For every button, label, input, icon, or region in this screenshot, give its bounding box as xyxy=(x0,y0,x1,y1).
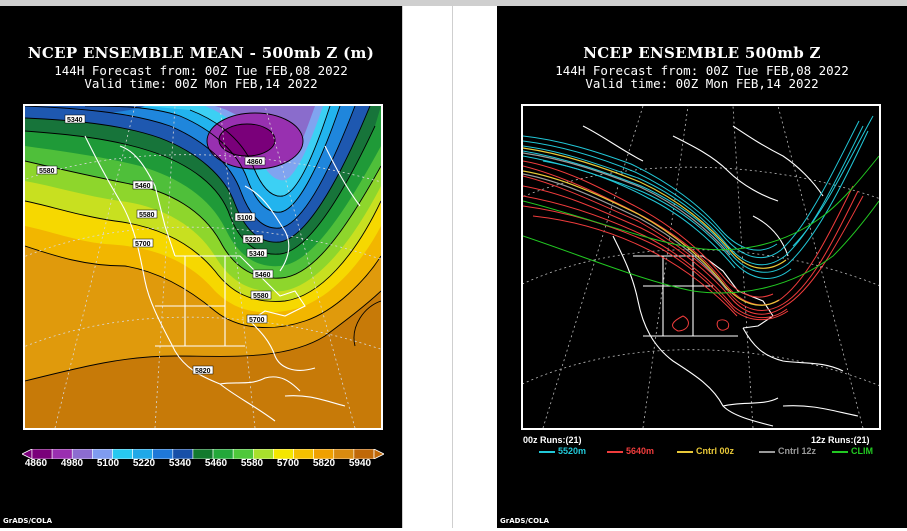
legend-swatch xyxy=(759,450,775,453)
contour-label-12: 5700 xyxy=(249,317,265,324)
colorbar-tick-label: 5100 xyxy=(96,458,120,469)
colorbar xyxy=(22,449,384,459)
colorbar-tick-label: 5220 xyxy=(132,458,156,469)
contour-labels: 5340 5580 5460 4860 5100 5580 5700 5220 … xyxy=(36,114,274,375)
height-field-map: 5340 5580 5460 4860 5100 5580 5700 5220 … xyxy=(25,106,381,428)
legend-clim: CLIM xyxy=(832,446,873,456)
legend-cntrl-00z: Cntrl 00z xyxy=(677,446,734,456)
graticule xyxy=(25,106,381,428)
panel-divider-1 xyxy=(402,6,403,528)
contour-label-6: 5580 xyxy=(139,212,155,219)
legend-5640: 5640m xyxy=(607,446,654,456)
contour-5520-lines xyxy=(523,115,874,279)
contour-label-8: 5220 xyxy=(245,237,261,244)
contour-label-3: 5460 xyxy=(135,183,151,190)
colorbar-tick-label: 4860 xyxy=(24,458,48,469)
contour-lines xyxy=(25,106,381,382)
legend-label: 5520m xyxy=(558,446,587,456)
colorbar-arrow-high xyxy=(373,449,384,459)
right-credit: GrADS/COLA xyxy=(500,517,549,525)
left-panel-title: NCEP ENSEMBLE MEAN - 500mb Z (m) xyxy=(27,44,375,62)
legend-5520: 5520m xyxy=(539,446,586,456)
colorbar-tick-label: 5940 xyxy=(348,458,372,469)
spaghetti-map xyxy=(521,104,881,430)
spaghetti-legend: 5520m 5640m Cntrl 00z Cntrl 12z CLIM xyxy=(527,446,897,460)
graticule xyxy=(523,106,879,428)
legend-swatch xyxy=(677,450,693,453)
contour-label-10: 5460 xyxy=(255,272,271,279)
left-valid-line: Valid time: 00Z Mon FEB,14 2022 xyxy=(84,76,318,91)
legend-label: 5640m xyxy=(626,446,655,456)
legend-swatch xyxy=(539,450,555,453)
legend-cntrl-12z: Cntrl 12z xyxy=(759,446,816,456)
legend-label: CLIM xyxy=(851,446,873,456)
contour-label-7: 5700 xyxy=(135,241,151,248)
spaghetti-plot xyxy=(523,106,879,428)
coastlines xyxy=(84,135,361,422)
right-panel-title: NCEP ENSEMBLE 500mb Z xyxy=(583,44,821,62)
ensemble-mean-map: 5340 5580 5460 4860 5100 5580 5700 5220 … xyxy=(23,104,383,430)
coastlines xyxy=(582,125,859,427)
contour-label-1: 5340 xyxy=(67,117,83,124)
clim-lines xyxy=(523,155,879,294)
contour-label-9: 5340 xyxy=(249,251,265,258)
band-top-left xyxy=(25,106,145,118)
contour-label-11: 5580 xyxy=(253,293,269,300)
contour-label-5: 5100 xyxy=(237,215,253,222)
contour-label-13: 5820 xyxy=(195,368,211,375)
band-4920 xyxy=(219,124,275,156)
contour-5640-lines xyxy=(523,160,864,332)
legend-label: Cntrl 12z xyxy=(778,446,817,456)
ensemble-mean-panel: NCEP ENSEMBLE MEAN - 500mb Z (m) 144H Fo… xyxy=(0,6,402,528)
legend-swatch xyxy=(607,450,623,453)
legend-label: Cntrl 00z xyxy=(696,446,735,456)
right-valid-line: Valid time: 00Z Mon FEB,14 2022 xyxy=(585,76,819,91)
left-forecast-line: 144H Forecast from: 00Z Tue FEB,08 2022 xyxy=(54,63,348,78)
colorbar-tick-label: 5820 xyxy=(312,458,336,469)
control-lines xyxy=(523,147,787,306)
panel-divider-2 xyxy=(452,6,453,528)
contour-label-2: 5580 xyxy=(39,168,55,175)
colorbar-tick-label: 5460 xyxy=(204,458,228,469)
colorbar-tick-label: 5340 xyxy=(168,458,192,469)
colorbar-tick-label: 5700 xyxy=(276,458,300,469)
colorbar-labels: 4860 4980 5100 5220 5340 5460 5580 5700 5820 5940 xyxy=(22,458,384,470)
runs-12z-label: 12z Runs:(21) xyxy=(811,435,870,445)
spaghetti-panel: NCEP ENSEMBLE 500mb Z 144H Forecast from… xyxy=(497,6,907,528)
right-forecast-line: 144H Forecast from: 00Z Tue FEB,08 2022 xyxy=(555,63,849,78)
colorbar-tick-label: 5580 xyxy=(240,458,264,469)
legend-swatch xyxy=(832,450,848,453)
colorbar-tick-label: 4980 xyxy=(60,458,84,469)
left-credit: GrADS/COLA xyxy=(3,517,52,525)
contour-label-4: 4860 xyxy=(247,159,263,166)
runs-00z-label: 00z Runs:(21) xyxy=(523,435,582,445)
window-top-border xyxy=(0,0,907,6)
